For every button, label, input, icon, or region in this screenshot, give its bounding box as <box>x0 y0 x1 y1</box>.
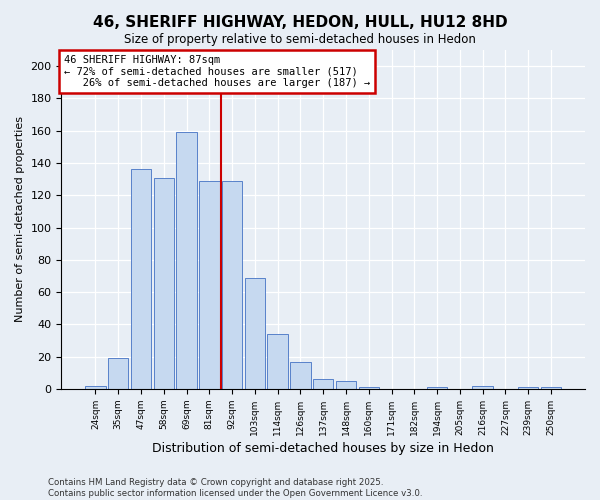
Bar <box>176 132 197 389</box>
Bar <box>359 388 379 389</box>
Bar <box>313 380 334 389</box>
Bar <box>427 388 448 389</box>
Bar <box>199 180 220 389</box>
Bar <box>245 278 265 389</box>
Bar <box>541 388 561 389</box>
Bar <box>336 381 356 389</box>
Bar <box>222 180 242 389</box>
Text: 46, SHERIFF HIGHWAY, HEDON, HULL, HU12 8HD: 46, SHERIFF HIGHWAY, HEDON, HULL, HU12 8… <box>92 15 508 30</box>
Text: Size of property relative to semi-detached houses in Hedon: Size of property relative to semi-detach… <box>124 32 476 46</box>
Text: Contains HM Land Registry data © Crown copyright and database right 2025.
Contai: Contains HM Land Registry data © Crown c… <box>48 478 422 498</box>
Text: 46 SHERIFF HIGHWAY: 87sqm
← 72% of semi-detached houses are smaller (517)
   26%: 46 SHERIFF HIGHWAY: 87sqm ← 72% of semi-… <box>64 55 370 88</box>
Bar <box>85 386 106 389</box>
Bar <box>472 386 493 389</box>
Bar <box>268 334 288 389</box>
Bar <box>108 358 128 389</box>
Bar <box>154 178 174 389</box>
Y-axis label: Number of semi-detached properties: Number of semi-detached properties <box>15 116 25 322</box>
Bar <box>518 388 538 389</box>
Bar <box>131 170 151 389</box>
Bar <box>290 362 311 389</box>
X-axis label: Distribution of semi-detached houses by size in Hedon: Distribution of semi-detached houses by … <box>152 442 494 455</box>
